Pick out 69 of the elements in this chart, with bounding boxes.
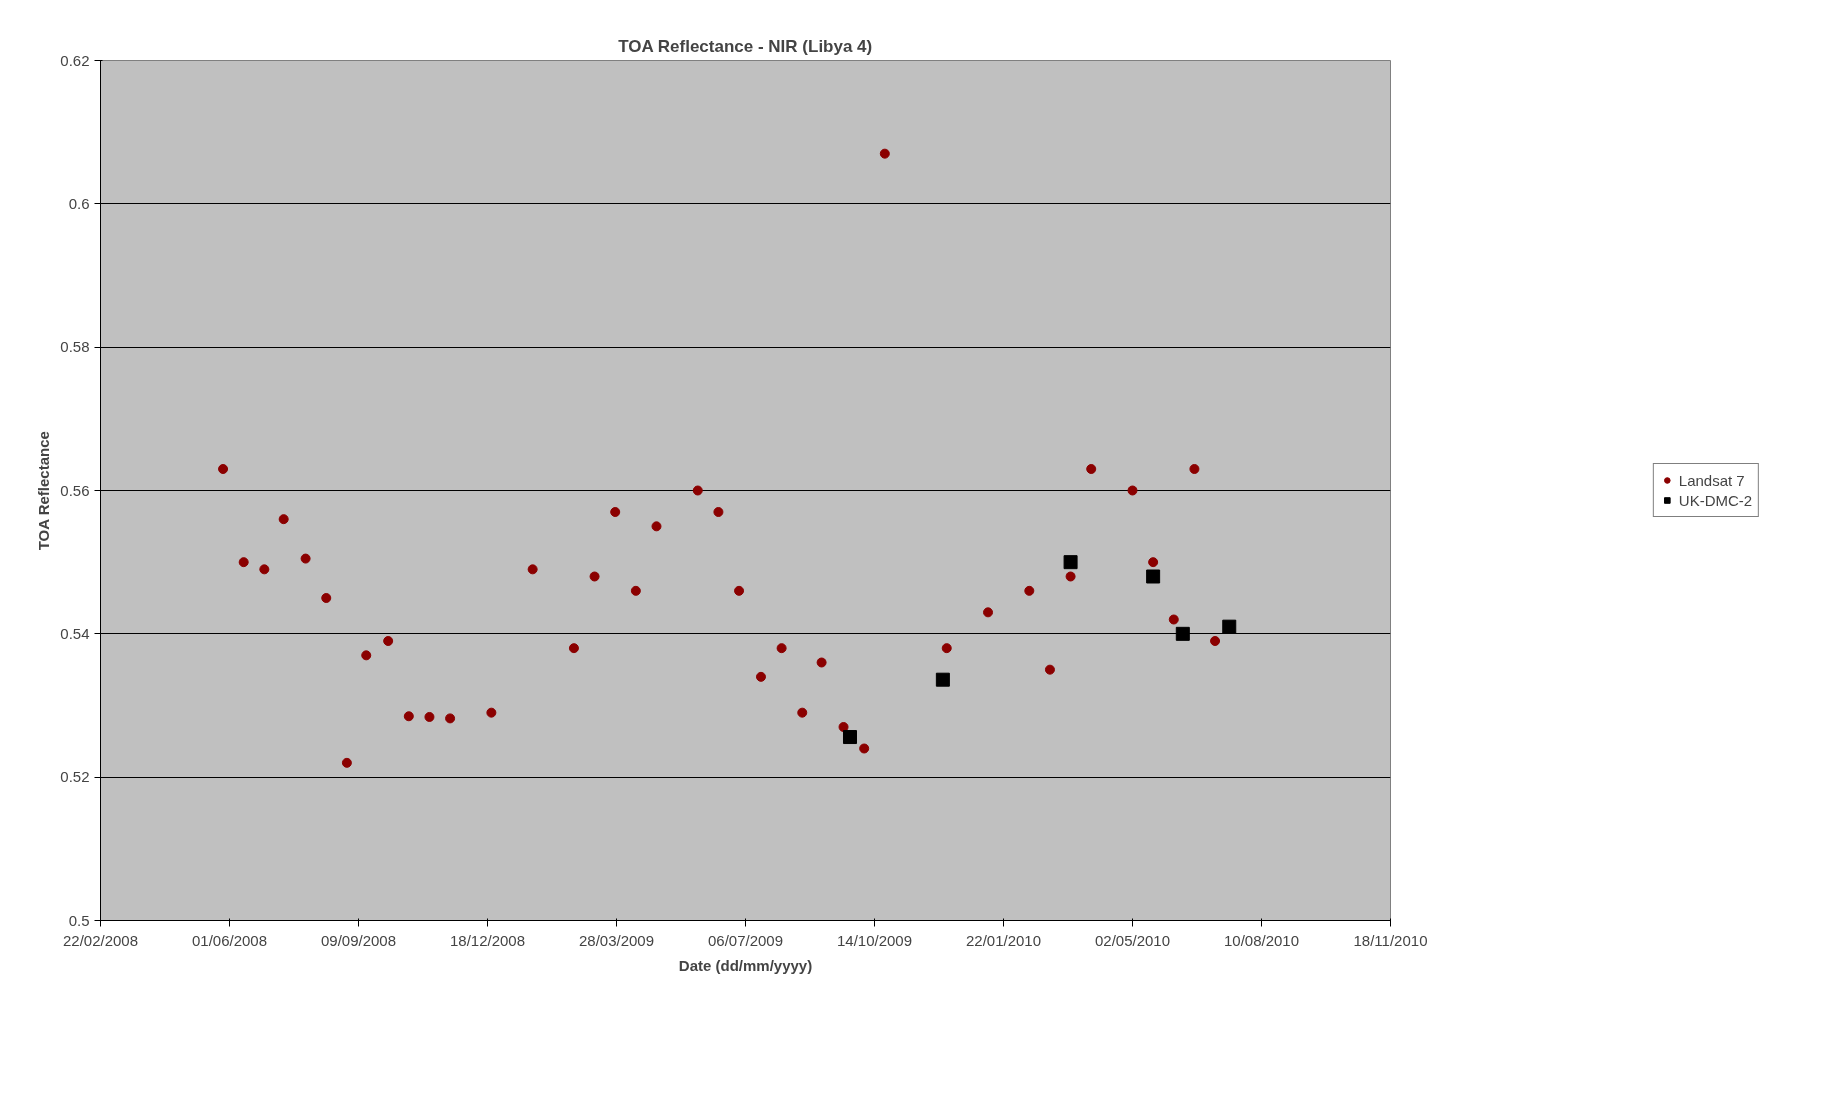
- point: [755, 671, 766, 682]
- point: [424, 711, 435, 722]
- x-axis-title: Date (dd/mm/yyyy): [678, 956, 813, 974]
- point: [445, 713, 456, 724]
- y-tick-label: 0.6: [68, 194, 90, 212]
- point: [300, 553, 311, 564]
- point: [941, 643, 952, 654]
- point: [1063, 555, 1078, 570]
- point: [1222, 619, 1237, 634]
- x-tick-label: 18/11/2010: [1353, 931, 1428, 949]
- point: [238, 557, 249, 568]
- x-tick-label: 10/08/2010: [1223, 931, 1300, 949]
- point: [486, 707, 497, 718]
- point: [734, 585, 745, 596]
- point: [527, 564, 538, 575]
- x-tick-label: 28/03/2009: [578, 931, 655, 949]
- point: [1065, 571, 1076, 582]
- point: [692, 485, 703, 496]
- point: [842, 730, 857, 745]
- y-tick-label: 0.56: [60, 481, 90, 499]
- point: [879, 148, 890, 159]
- y-tick-label: 0.54: [60, 624, 90, 642]
- point: [859, 743, 870, 754]
- x-tick-label: 18/12/2008: [449, 931, 526, 949]
- y-tick-label: 0.5: [68, 911, 90, 929]
- point: [259, 564, 270, 575]
- point: [1189, 464, 1200, 474]
- point: [1175, 626, 1190, 641]
- point: [1148, 557, 1159, 568]
- x-tick-label: 06/07/2009: [707, 931, 784, 949]
- point: [651, 521, 662, 532]
- point: [403, 711, 414, 722]
- legend-label: Landsat 7: [1678, 471, 1745, 489]
- point: [1168, 614, 1179, 625]
- x-tick-label: 09/09/2008: [320, 931, 397, 949]
- x-tick-label: 22/02/2008: [62, 931, 139, 949]
- point: [1024, 585, 1035, 596]
- point: [278, 514, 289, 525]
- y-axis-title: TOA Reflectance: [35, 431, 53, 551]
- y-tick-label: 0.52: [60, 768, 90, 786]
- point: [1086, 464, 1097, 474]
- point: [1044, 664, 1055, 675]
- point: [568, 643, 579, 654]
- x-tick-label: 22/01/2010: [965, 931, 1042, 949]
- point: [1127, 485, 1138, 496]
- point: [630, 585, 641, 596]
- point: [218, 464, 229, 474]
- point: [610, 507, 621, 517]
- point: [838, 722, 849, 732]
- point: [713, 507, 724, 517]
- x-tick-label: 02/05/2010: [1094, 931, 1171, 949]
- legend-label: UK-DMC-2: [1678, 491, 1753, 509]
- point: [776, 643, 787, 654]
- point: [983, 607, 994, 618]
- x-tick-label: 01/06/2008: [191, 931, 268, 949]
- point: [589, 571, 600, 582]
- x-tick-label: 14/10/2009: [836, 931, 913, 949]
- chart-title: TOA Reflectance - NIR (Libya 4): [618, 36, 873, 56]
- point: [341, 757, 352, 768]
- point: [1146, 569, 1161, 584]
- point: [1210, 636, 1221, 646]
- point: [816, 657, 827, 668]
- point: [321, 593, 332, 603]
- point: [383, 636, 394, 646]
- y-tick-label: 0.58: [60, 338, 90, 356]
- y-tick-label: 0.62: [60, 51, 90, 69]
- point: [361, 650, 372, 661]
- point: [935, 672, 950, 687]
- point: [797, 707, 808, 718]
